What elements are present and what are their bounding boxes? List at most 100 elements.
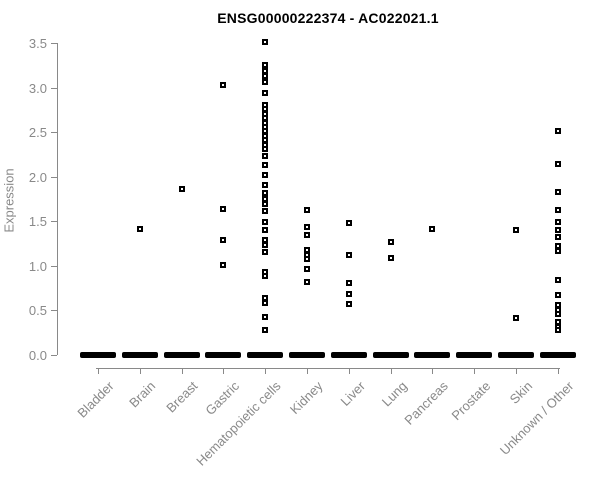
zero-expression-cluster-bar xyxy=(330,352,367,358)
data-point xyxy=(513,315,519,322)
x-tick-mark xyxy=(516,368,517,374)
y-tick-mark xyxy=(51,132,57,134)
x-category-label: Hematopoietic cells xyxy=(193,378,285,469)
x-category-label: Pancreas xyxy=(401,378,452,428)
data-point xyxy=(262,201,269,208)
x-category-label: Prostate xyxy=(448,378,494,424)
data-point xyxy=(262,196,269,203)
data-point xyxy=(262,327,269,334)
data-point xyxy=(262,227,269,234)
x-category-label: Breast xyxy=(163,378,201,416)
y-axis-label: Expression xyxy=(1,168,17,233)
data-point xyxy=(220,205,227,212)
x-category-label: Skin xyxy=(506,378,535,407)
zero-expression-cluster-bar xyxy=(121,352,158,358)
y-tick-label: 0.0 xyxy=(28,348,47,363)
data-point xyxy=(554,327,561,334)
x-tick-mark xyxy=(474,368,476,374)
x-tick-mark xyxy=(390,368,392,374)
data-point xyxy=(262,90,269,97)
data-point xyxy=(345,279,352,286)
data-point xyxy=(554,233,561,240)
data-point xyxy=(220,82,227,89)
data-point xyxy=(304,206,310,213)
zero-expression-cluster-bar xyxy=(247,352,284,358)
x-category-label: Unknown / Other xyxy=(497,378,577,458)
data-point xyxy=(387,254,394,261)
data-point xyxy=(262,172,269,179)
x-tick-mark xyxy=(265,368,267,374)
y-tick-label: 0.5 xyxy=(28,303,47,319)
data-point xyxy=(262,207,269,214)
data-point xyxy=(262,272,269,279)
y-tick-mark xyxy=(51,43,57,45)
y-tick-label: 3.5 xyxy=(28,36,47,52)
y-tick-mark xyxy=(51,265,57,267)
data-point xyxy=(262,219,269,226)
data-point xyxy=(262,73,269,80)
x-category-label: Gastric xyxy=(202,378,243,419)
x-tick-mark xyxy=(223,368,225,374)
data-point xyxy=(220,237,227,244)
data-point xyxy=(554,247,561,254)
x-axis-line xyxy=(96,368,560,369)
data-point xyxy=(262,248,269,255)
data-point xyxy=(304,278,310,285)
data-point xyxy=(262,78,269,85)
y-tick-label: 2.0 xyxy=(28,169,47,185)
data-point xyxy=(262,313,269,320)
data-point xyxy=(429,226,436,233)
data-point xyxy=(262,67,269,74)
data-point xyxy=(262,152,269,159)
data-point xyxy=(262,295,269,301)
y-tick-label: 2.5 xyxy=(28,125,47,141)
data-point xyxy=(262,38,269,45)
x-tick-mark xyxy=(432,368,434,374)
data-point xyxy=(136,225,143,232)
data-point xyxy=(262,162,269,169)
data-point xyxy=(554,127,561,134)
x-category-label: Kidney xyxy=(287,378,326,418)
data-point xyxy=(262,61,269,68)
y-tick-mark xyxy=(51,87,57,89)
data-point xyxy=(345,301,352,308)
data-point xyxy=(513,227,519,234)
data-point xyxy=(554,311,561,318)
data-point xyxy=(262,237,269,244)
x-category-label: Lung xyxy=(378,378,410,410)
data-point xyxy=(554,161,561,168)
data-point xyxy=(554,292,561,299)
data-point xyxy=(262,146,269,153)
x-tick-mark xyxy=(181,368,183,374)
x-category-label: Brain xyxy=(126,378,159,411)
x-tick-mark xyxy=(348,368,350,374)
y-tick-label: 1.5 xyxy=(28,214,47,230)
x-tick-mark xyxy=(307,368,308,374)
x-tick-mark xyxy=(98,368,99,374)
x-category-label: Liver xyxy=(337,378,368,409)
data-point xyxy=(304,231,310,238)
chart-title: ENSG00000222374 - AC022021.1 xyxy=(217,10,439,26)
y-tick-mark xyxy=(51,355,57,356)
data-point xyxy=(304,265,310,272)
data-point xyxy=(304,246,310,253)
data-point xyxy=(304,255,310,262)
y-tick-mark xyxy=(51,221,57,223)
zero-expression-cluster-bar xyxy=(456,352,493,358)
data-point xyxy=(554,189,561,196)
data-point xyxy=(262,300,269,307)
data-point xyxy=(262,181,269,188)
zero-expression-cluster-bar xyxy=(372,352,409,358)
data-point xyxy=(387,238,394,245)
zero-expression-cluster-bar xyxy=(80,352,116,358)
zero-expression-cluster-bar xyxy=(498,352,534,358)
data-point xyxy=(178,186,185,193)
data-point xyxy=(345,291,352,298)
x-tick-mark xyxy=(557,368,559,374)
y-tick-mark xyxy=(51,176,57,178)
data-point xyxy=(554,219,561,226)
data-point xyxy=(554,277,561,284)
data-point xyxy=(304,223,310,230)
y-axis-line xyxy=(57,43,58,355)
data-point xyxy=(220,262,227,269)
